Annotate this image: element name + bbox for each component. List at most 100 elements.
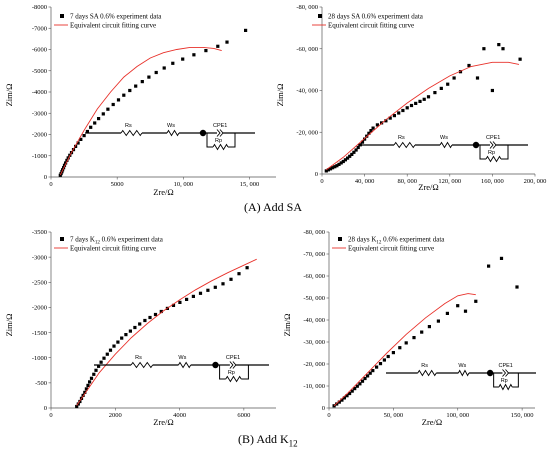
- circuit-wire: [228, 133, 236, 148]
- chart-a1: 0 5000 10, 000 15, 000 0 -1000 -2000 -3000 -4000…: [4, 4, 276, 197]
- data-point: [191, 294, 195, 298]
- data-point: [105, 352, 109, 356]
- rp-label: Rp: [501, 378, 508, 384]
- x-tick-label: 100, 000: [446, 412, 469, 419]
- data-point: [409, 103, 414, 108]
- y-tick-label: -3000: [32, 110, 47, 117]
- data-point: [97, 117, 101, 121]
- data-point: [185, 297, 189, 301]
- y-axis-label: Zim/Ω: [275, 84, 285, 107]
- caption-a: (A) Add SA: [244, 200, 302, 215]
- data-point: [192, 53, 196, 57]
- legend-fit-label: Equivalent circuit fitting curve: [348, 245, 434, 253]
- y-tick-label: -500: [35, 380, 47, 387]
- data-point: [482, 47, 486, 51]
- data-point: [367, 131, 371, 135]
- legend: 7 days K12 0.6% experiment dataEquivalen…: [54, 236, 164, 253]
- y-tick-label: -7000: [32, 25, 47, 32]
- rp-resistor-icon: [225, 375, 242, 383]
- data-point: [356, 145, 360, 150]
- data-point: [353, 387, 357, 391]
- data-point: [76, 402, 80, 406]
- data-point: [391, 351, 395, 355]
- ws-label: Ws: [167, 123, 175, 129]
- data-point: [386, 354, 390, 359]
- data-point: [88, 380, 92, 384]
- data-point: [124, 333, 128, 337]
- y-tick-label: -1500: [32, 330, 47, 337]
- data-point: [354, 148, 358, 152]
- legend-data-marker: [318, 14, 322, 18]
- y-tick-label: -30, 000: [303, 339, 325, 346]
- data-point: [213, 285, 217, 289]
- data-point: [375, 365, 379, 369]
- rs-resistor-icon: [120, 129, 143, 137]
- rs-label: Rs: [398, 135, 405, 141]
- circuit-wire: [241, 365, 249, 380]
- data-point: [487, 264, 491, 268]
- legend-fit-label: Equivalent circuit fitting curve: [70, 245, 156, 253]
- legend-data-label: 28 days SA 0.6% experiment data: [328, 13, 424, 21]
- data-point: [58, 173, 62, 177]
- y-tick-label: -6000: [32, 47, 47, 54]
- ws-element-icon: [178, 361, 192, 369]
- data-point: [128, 88, 132, 93]
- data-point: [348, 154, 352, 158]
- data-point: [384, 119, 388, 123]
- y-tick-label: -80, 000: [296, 4, 318, 11]
- data-point: [445, 311, 449, 315]
- fit-curve-line: [326, 61, 520, 171]
- caption-a-text: (A) Add SA: [244, 200, 303, 214]
- ws-element-icon: [166, 129, 180, 137]
- ws-label: Ws: [440, 135, 448, 141]
- fit-curve-line: [76, 258, 257, 406]
- fit-curve-line: [59, 46, 222, 176]
- data-point: [335, 402, 339, 406]
- data-point: [382, 358, 386, 362]
- rp-label: Rp: [228, 370, 235, 376]
- data-point: [335, 164, 339, 168]
- ws-element-icon: [439, 141, 453, 149]
- data-point: [93, 121, 97, 125]
- data-point: [348, 391, 352, 396]
- circuit-wire: [206, 133, 213, 148]
- y-tick-label: -4000: [32, 89, 47, 96]
- y-tick-label: -2500: [32, 279, 47, 286]
- data-point: [366, 374, 370, 378]
- rs-label: Rs: [135, 355, 142, 361]
- data-point: [198, 291, 203, 295]
- data-point: [147, 75, 151, 79]
- data-point: [245, 266, 249, 270]
- cpe-element-icon: [489, 141, 497, 149]
- y-tick-label: -60, 000: [296, 46, 318, 53]
- cpe-label: CPE1: [226, 355, 240, 361]
- x-tick-label: 0: [320, 178, 323, 185]
- cpe-element-icon: [216, 129, 224, 137]
- data-point: [436, 319, 440, 323]
- data-point: [138, 322, 142, 326]
- y-axis-label: Zim/Ω: [4, 314, 14, 337]
- cpe-element-icon: [229, 361, 237, 369]
- data-point: [345, 394, 349, 398]
- data-point: [102, 356, 106, 360]
- rs-label: Rs: [125, 123, 132, 129]
- data-point: [82, 134, 86, 138]
- data-point: [83, 390, 87, 394]
- y-tick-label: -1000: [32, 153, 47, 160]
- x-axis-label: Zre/Ω: [418, 182, 438, 192]
- data-point: [518, 57, 522, 61]
- data-point: [371, 369, 375, 373]
- y-tick-label: 0: [44, 405, 47, 412]
- data-point: [65, 158, 69, 162]
- data-point: [341, 159, 345, 164]
- y-tick-label: -1000: [32, 355, 47, 362]
- x-tick-label: 200, 000: [524, 178, 547, 185]
- circuit-wire: [219, 365, 226, 380]
- data-point: [86, 383, 90, 387]
- legend-fit-label: Equivalent circuit fitting curve: [70, 22, 156, 30]
- chart-a2: 0 40, 000 80, 000 120, 000 160, 000 200, 000 0…: [275, 4, 546, 192]
- y-tick-label: -8000: [32, 4, 47, 11]
- data-point: [181, 57, 185, 61]
- data-point: [74, 144, 78, 148]
- y-tick-label: -40, 000: [303, 317, 325, 324]
